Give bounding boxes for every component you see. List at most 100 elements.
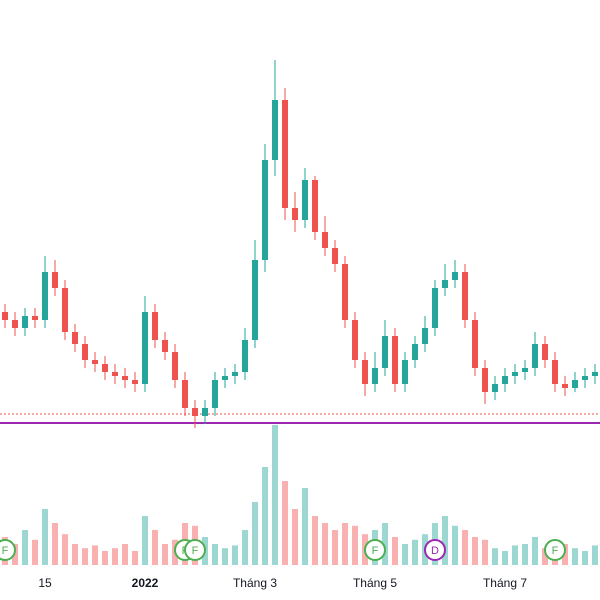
candle-body xyxy=(42,272,48,320)
candle-body xyxy=(432,288,438,328)
candle-body xyxy=(512,372,518,376)
volume-bar xyxy=(522,544,528,565)
volume-bar xyxy=(452,525,458,565)
volume-bar xyxy=(382,523,388,565)
candle-body xyxy=(382,336,388,368)
candle-body xyxy=(532,344,538,368)
event-marker xyxy=(424,539,446,561)
volume-bar xyxy=(62,534,68,565)
event-label: F xyxy=(372,545,379,557)
event-label: F xyxy=(552,545,559,557)
candle-body xyxy=(412,344,418,360)
event-marker xyxy=(184,539,206,561)
x-tick-label: Tháng 5 xyxy=(353,576,397,590)
volume-bar xyxy=(252,502,258,565)
volume-bar xyxy=(312,516,318,565)
candle-body xyxy=(582,376,588,380)
candle-body xyxy=(62,288,68,332)
candle-body xyxy=(482,368,488,392)
candle-body xyxy=(212,380,218,408)
candle-body xyxy=(2,312,8,320)
x-tick-label: Tháng 3 xyxy=(233,576,277,590)
candle-body xyxy=(322,232,328,248)
candle-body xyxy=(262,160,268,260)
volume-bar xyxy=(492,548,498,565)
volume-bar xyxy=(402,544,408,565)
volume-bar xyxy=(342,523,348,565)
volume-bar xyxy=(262,467,268,565)
candle-body xyxy=(82,344,88,360)
event-label: F xyxy=(192,545,199,557)
candle-body xyxy=(182,380,188,408)
candle-body xyxy=(352,320,358,360)
candle-body xyxy=(562,384,568,388)
x-tick-label: 2022 xyxy=(132,576,159,590)
volume-bar xyxy=(102,551,108,565)
volume-bar xyxy=(92,545,98,565)
candle-body xyxy=(122,376,128,380)
candle-body xyxy=(472,320,478,368)
event-marker xyxy=(0,539,16,561)
candle-body xyxy=(252,260,258,340)
x-tick-label: 15 xyxy=(38,576,52,590)
candle-body xyxy=(442,280,448,288)
candle-body xyxy=(342,264,348,320)
volume-bar xyxy=(462,530,468,565)
volume-bar xyxy=(322,523,328,565)
volume-bar xyxy=(482,539,488,565)
candle-body xyxy=(522,368,528,372)
candle-body xyxy=(502,376,508,384)
volume-bar xyxy=(412,539,418,565)
candle-body xyxy=(192,408,198,416)
event-marker xyxy=(544,539,566,561)
candle-body xyxy=(372,368,378,384)
candle-body xyxy=(232,372,238,376)
candle-body xyxy=(542,344,548,360)
candle-body xyxy=(32,316,38,320)
volume-bar xyxy=(582,551,588,565)
candle-body xyxy=(202,408,208,416)
volume-bar xyxy=(532,537,538,565)
volume-bar xyxy=(302,488,308,565)
volume-bar xyxy=(442,516,448,565)
candle-body xyxy=(592,372,598,376)
candle-body xyxy=(12,320,18,328)
candle-body xyxy=(152,312,158,340)
candle-body xyxy=(222,376,228,380)
candle-body xyxy=(452,272,458,280)
volume-bar xyxy=(292,509,298,565)
volume-bar xyxy=(32,539,38,565)
volume-bar xyxy=(122,544,128,565)
volume-bar xyxy=(472,537,478,565)
candle-body xyxy=(302,180,308,220)
volume-bar xyxy=(242,530,248,565)
volume-bar xyxy=(42,509,48,565)
candle-body xyxy=(72,332,78,344)
event-label: F xyxy=(2,545,9,557)
volume-bar xyxy=(572,548,578,565)
volume-bar xyxy=(392,537,398,565)
volume-bar xyxy=(512,545,518,565)
volume-bar xyxy=(282,481,288,565)
volume-bar xyxy=(22,530,28,565)
volume-bar xyxy=(112,548,118,565)
candle-body xyxy=(552,360,558,384)
volume-bar xyxy=(232,545,238,565)
candle-body xyxy=(362,360,368,384)
candle-body xyxy=(132,380,138,384)
event-marker xyxy=(364,539,386,561)
event-label: D xyxy=(431,545,439,557)
volume-bar xyxy=(222,548,228,565)
candle-body xyxy=(52,272,58,288)
volume-bar xyxy=(272,425,278,565)
candle-body xyxy=(462,272,468,320)
volume-bar xyxy=(502,551,508,565)
candle-body xyxy=(292,208,298,220)
candle-body xyxy=(312,180,318,232)
volume-bar xyxy=(212,544,218,565)
volume-bar xyxy=(542,548,548,565)
volume-bar xyxy=(82,548,88,565)
volume-bar xyxy=(72,544,78,565)
candle-body xyxy=(102,364,108,372)
